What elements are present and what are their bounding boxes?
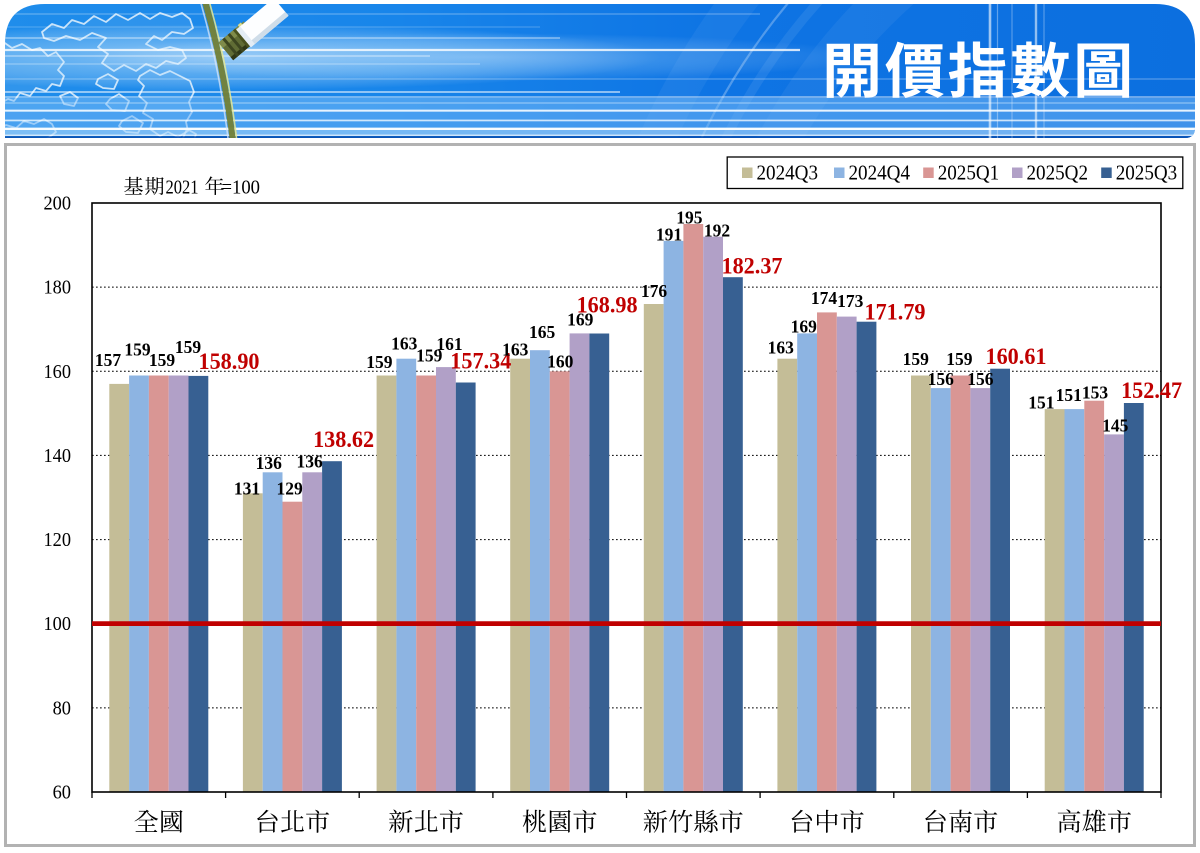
svg-text:173: 173 [837,291,864,311]
svg-text:160: 160 [44,362,72,383]
svg-text:151: 151 [1056,385,1082,405]
svg-text:174: 174 [811,288,838,308]
svg-text:161: 161 [436,334,462,354]
svg-text:129: 129 [276,478,303,498]
svg-text:140: 140 [44,446,72,467]
svg-text:180: 180 [44,278,72,299]
svg-text:=100: =100 [222,178,261,199]
svg-text:2021: 2021 [166,178,199,199]
svg-text:138.62: 138.62 [313,427,374,452]
svg-text:80: 80 [53,698,71,719]
svg-text:159: 159 [366,352,393,372]
svg-text:100: 100 [44,614,72,635]
svg-text:136: 136 [296,452,323,472]
svg-text:191: 191 [656,225,682,245]
svg-text:60: 60 [53,783,71,804]
svg-text:2024Q3: 2024Q3 [757,161,819,185]
svg-text:157: 157 [95,350,122,370]
svg-text:159: 159 [903,349,930,369]
svg-text:2025Q1: 2025Q1 [938,161,1000,185]
svg-text:163: 163 [502,339,529,359]
svg-text:160.61: 160.61 [986,344,1047,369]
svg-text:136: 136 [256,453,283,473]
svg-text:152.47: 152.47 [1121,378,1182,403]
svg-text:158.90: 158.90 [199,349,260,374]
svg-text:168.98: 168.98 [577,293,638,318]
svg-text:165: 165 [529,322,556,342]
svg-text:171.79: 171.79 [865,300,926,325]
svg-text:159: 159 [416,346,443,366]
svg-text:156: 156 [928,369,955,389]
svg-text:159: 159 [946,349,973,369]
svg-text:195: 195 [676,208,703,228]
svg-text:145: 145 [1102,416,1129,436]
svg-text:151: 151 [1028,392,1054,412]
svg-text:163: 163 [391,333,418,353]
svg-text:159: 159 [175,337,202,357]
svg-text:192: 192 [704,221,730,241]
svg-text:169: 169 [567,310,594,330]
svg-text:131: 131 [234,478,260,498]
svg-text:2024Q4: 2024Q4 [849,161,911,185]
svg-text:159: 159 [124,340,151,360]
svg-text:169: 169 [791,317,818,337]
svg-text:153: 153 [1082,383,1109,403]
svg-text:200: 200 [44,194,72,215]
svg-text:176: 176 [641,281,668,301]
svg-text:159: 159 [149,350,176,370]
svg-text:120: 120 [44,530,72,551]
svg-text:163: 163 [768,337,795,357]
svg-text:182.37: 182.37 [722,253,783,278]
svg-text:2025Q2: 2025Q2 [1027,161,1089,185]
svg-text:157.34: 157.34 [450,349,511,374]
svg-text:160: 160 [547,352,574,372]
svg-text:156: 156 [967,369,994,389]
svg-text:2025Q3: 2025Q3 [1116,161,1178,185]
